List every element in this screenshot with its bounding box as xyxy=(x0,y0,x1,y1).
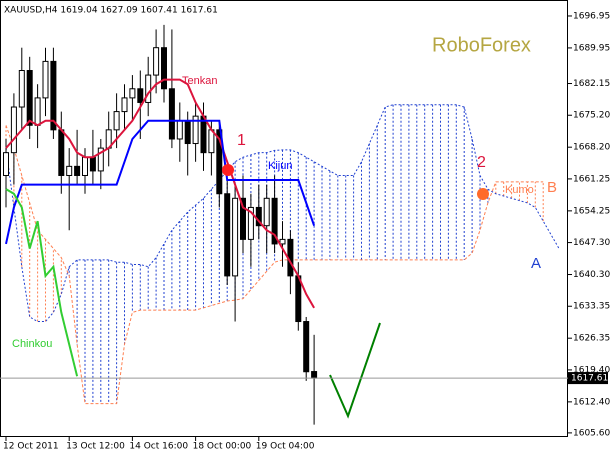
candle-body xyxy=(295,275,302,323)
plot-frame xyxy=(0,0,568,437)
candle-body xyxy=(66,165,73,176)
candle-body xyxy=(168,88,175,140)
x-tick-label: 14 Oct 16:00 xyxy=(129,442,188,452)
y-tick-label: 1633.35 xyxy=(573,302,610,312)
candle-body xyxy=(263,197,270,227)
candle-body xyxy=(153,47,160,76)
x-tick-label: 12 Oct 2011 xyxy=(3,442,59,452)
y-tick-label: 1626.35 xyxy=(573,334,610,344)
candle-body xyxy=(121,97,128,113)
y-tick-label: 1696.95 xyxy=(573,11,610,21)
candle-body xyxy=(255,206,262,227)
candle-body xyxy=(3,152,9,176)
candle-body xyxy=(145,74,152,103)
point-marker xyxy=(477,188,489,200)
y-tick-label: 1675.20 xyxy=(573,111,610,121)
point-label: 1 xyxy=(237,132,246,149)
kumo-label: Kumo xyxy=(505,184,534,196)
candle-body xyxy=(113,111,120,131)
point-label: 2 xyxy=(477,154,486,171)
indicator-line xyxy=(5,119,316,245)
senkou-a xyxy=(5,104,560,323)
candle-body xyxy=(74,165,81,176)
candle-body xyxy=(137,88,144,103)
candle-body xyxy=(89,156,96,172)
candle-body xyxy=(82,156,88,176)
candle-body xyxy=(42,60,49,99)
candle-body xyxy=(184,120,191,145)
candle-body xyxy=(18,70,25,108)
candle-body xyxy=(26,70,33,126)
span-label: B xyxy=(547,179,557,196)
series-label: Chinkou xyxy=(12,338,52,350)
y-tick-label: 1605.60 xyxy=(573,428,610,438)
candle-body xyxy=(129,88,136,99)
y-tick-label: 1668.20 xyxy=(573,143,610,153)
y-tick-label: 1647.30 xyxy=(573,238,610,248)
brand: RoboForex xyxy=(432,34,531,56)
y-tick-label: 1689.95 xyxy=(573,43,610,53)
chart-title: XAUUSD,H4 1619.04 1627.09 1607.41 1617.6… xyxy=(4,6,218,16)
last-price-label: 1617.61 xyxy=(571,374,608,384)
candle-body xyxy=(216,129,223,195)
candle-body xyxy=(34,97,41,126)
x-tick-label: 19 Oct 04:00 xyxy=(256,442,315,452)
candle-body xyxy=(58,129,65,176)
y-tick-label: 1661.25 xyxy=(573,174,610,184)
point-marker xyxy=(222,164,234,176)
series-label: Kijun xyxy=(268,160,292,172)
x-tick-label: 13 Oct 12:00 xyxy=(66,442,125,452)
senkou-b xyxy=(5,125,544,405)
candle-body xyxy=(232,197,239,277)
candle-body xyxy=(161,47,167,90)
candle-body xyxy=(240,197,246,240)
candle-body xyxy=(50,60,57,131)
x-tick-label: 18 Oct 00:00 xyxy=(193,442,252,452)
y-tick-label: 1654.25 xyxy=(573,206,610,216)
candle-body xyxy=(176,120,183,140)
candle-body xyxy=(271,197,278,245)
y-tick-label: 1619.40 xyxy=(573,365,610,375)
candle-body xyxy=(192,115,199,145)
candle-body xyxy=(247,206,254,240)
candle-body xyxy=(224,193,231,277)
forecast-drawing xyxy=(329,322,381,419)
y-tick-label: 1640.30 xyxy=(573,270,610,280)
last-price-box xyxy=(568,372,608,385)
candle-body xyxy=(97,147,104,172)
indicator-line xyxy=(5,78,315,309)
candle-body xyxy=(303,321,310,373)
candle-body xyxy=(311,371,318,379)
candle-body xyxy=(10,106,17,154)
indicator-line xyxy=(5,188,79,377)
y-tick-label: 1612.40 xyxy=(573,397,610,407)
y-tick-label: 1682.15 xyxy=(573,79,610,89)
series-label: Tenkan xyxy=(182,75,217,87)
candle-body xyxy=(279,238,286,245)
span-label: A xyxy=(531,255,541,272)
